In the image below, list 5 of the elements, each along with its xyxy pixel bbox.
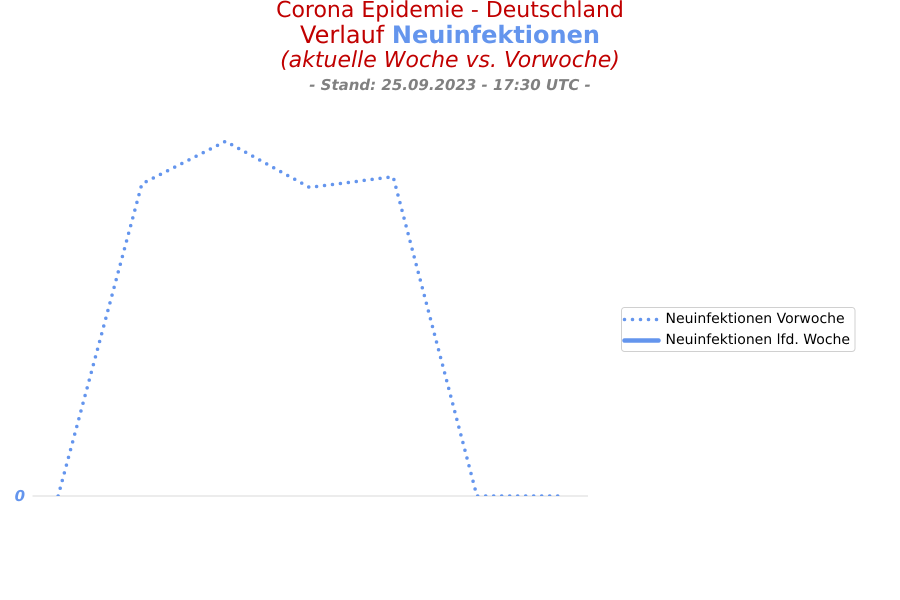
- chart-title: Corona Epidemie - Deutschland Verlauf Neuinfektionen (aktuelle Woche vs. Vorwoche): [276, 0, 624, 73]
- chart-subtitle: - Stand: 25.09.2023 - 17:30 UTC -: [309, 76, 591, 94]
- legend-label: Neuinfektionen lfd. Woche: [666, 332, 850, 348]
- text: 0: [14, 486, 25, 505]
- legend-label: Neuinfektionen Vorwoche: [666, 311, 845, 328]
